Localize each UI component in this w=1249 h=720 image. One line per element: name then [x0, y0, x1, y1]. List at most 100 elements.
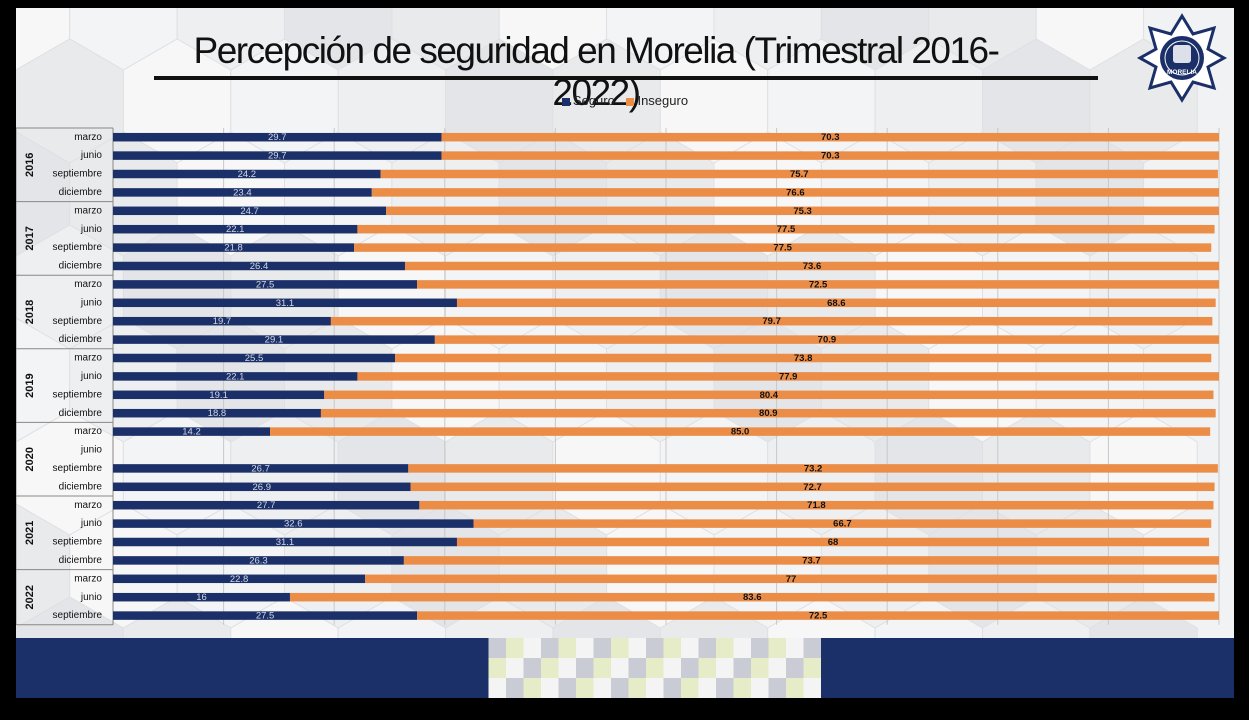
- legend: Seguro Inseguro: [16, 93, 1234, 108]
- data-label-inseguro: 79.7: [762, 316, 781, 327]
- year-label: 2016: [24, 153, 36, 177]
- data-label-seguro: 24.7: [240, 206, 259, 217]
- footer-tile: [523, 658, 541, 678]
- footer-tile: [261, 658, 279, 678]
- footer-tile: [278, 658, 296, 678]
- footer-tile: [558, 678, 576, 698]
- footer-tile: [663, 658, 681, 678]
- bar-inseguro: [365, 574, 1217, 584]
- footer-tile: [1031, 658, 1049, 678]
- data-label-seguro: 26.3: [249, 555, 268, 566]
- footer-tile: [471, 638, 489, 658]
- bar-seguro: [113, 611, 418, 620]
- category-label: septiembre: [53, 537, 103, 548]
- footer-tile: [1101, 678, 1119, 698]
- footer-tile: [523, 638, 541, 658]
- bar-seguro: [113, 224, 358, 234]
- bar-inseguro: [324, 390, 1214, 400]
- data-label-inseguro: 72.7: [803, 482, 822, 493]
- year-label: 2022: [24, 585, 36, 609]
- footer-tile: [1048, 658, 1066, 678]
- year-label: 2021: [24, 521, 36, 545]
- footer-tile: [873, 678, 891, 698]
- logo-text: MORELIA: [1167, 69, 1197, 76]
- footer-tile: [208, 638, 226, 658]
- category-label: junio: [80, 592, 103, 603]
- footer-tile: [803, 678, 821, 698]
- footer-tile: [1171, 658, 1189, 678]
- footer-tile: [698, 658, 716, 678]
- footer-tile: [173, 678, 191, 698]
- footer-tile: [1136, 658, 1154, 678]
- data-label-seguro: 27.5: [256, 279, 275, 290]
- footer-tile: [1083, 678, 1101, 698]
- footer-tile: [278, 678, 296, 698]
- footer-tile: [383, 678, 401, 698]
- footer-tile: [908, 658, 926, 678]
- bar-seguro: [113, 298, 457, 308]
- data-label-inseguro: 77.5: [773, 243, 792, 254]
- footer-tile: [138, 678, 156, 698]
- footer-tile: [541, 678, 559, 698]
- footer-tile: [453, 638, 471, 658]
- footer-tile: [733, 638, 751, 658]
- checkered-footer-pattern: [16, 638, 1234, 698]
- data-label-inseguro: 66.7: [833, 519, 852, 530]
- footer-tile: [1223, 658, 1234, 678]
- bar-inseguro: [417, 280, 1219, 289]
- footer-tile: [401, 678, 419, 698]
- footer-tile: [891, 658, 909, 678]
- category-label: septiembre: [53, 610, 103, 621]
- data-label-inseguro: 68.6: [827, 298, 846, 309]
- footer-tile: [16, 678, 34, 698]
- footer-tile: [1188, 638, 1206, 658]
- footer-tile: [86, 638, 104, 658]
- footer-tile: [243, 678, 261, 698]
- footer-tile: [1153, 638, 1171, 658]
- footer-tile: [628, 678, 646, 698]
- category-label: septiembre: [53, 316, 103, 327]
- footer-tile: [1153, 658, 1171, 678]
- data-label-seguro: 18.8: [208, 408, 227, 419]
- bar-seguro: [113, 390, 325, 400]
- footer-tile: [628, 658, 646, 678]
- bar-seguro: [113, 169, 381, 179]
- footer-tile: [68, 678, 86, 698]
- footer-tile: [313, 658, 331, 678]
- footer-tile: [156, 638, 174, 658]
- data-label-inseguro: 73.6: [803, 261, 822, 272]
- bar-inseguro: [330, 316, 1213, 326]
- data-label-inseguro: 71.8: [807, 500, 826, 511]
- footer-tile: [838, 638, 856, 658]
- footer-tile: [663, 638, 681, 658]
- bar-seguro: [113, 335, 435, 344]
- bar-seguro: [113, 519, 474, 528]
- bar-inseguro: [289, 592, 1215, 602]
- police-badge-logo: MORELIA: [1136, 13, 1228, 103]
- category-label: junio: [80, 224, 103, 235]
- legend-swatch-inseguro: [626, 97, 635, 106]
- data-label-seguro: 26.4: [250, 261, 269, 272]
- data-label-seguro: 29.7: [268, 151, 287, 162]
- footer-tile: [768, 658, 786, 678]
- footer-tile: [436, 658, 454, 678]
- footer-tile: [786, 658, 804, 678]
- footer-tile: [821, 678, 839, 698]
- footer-tile: [1118, 658, 1136, 678]
- footer-tile: [86, 678, 104, 698]
- footer-tile: [156, 678, 174, 698]
- footer-tile: [1223, 638, 1234, 658]
- bar-inseguro: [380, 169, 1218, 179]
- footer-tile: [961, 638, 979, 658]
- category-label: junio: [80, 150, 103, 161]
- bar-seguro: [113, 556, 404, 565]
- data-label-inseguro: 83.6: [743, 592, 762, 603]
- footer-tile: [926, 658, 944, 678]
- footer-tile: [1031, 638, 1049, 658]
- footer-tile: [506, 658, 524, 678]
- footer-tile: [1118, 638, 1136, 658]
- footer-tile: [488, 658, 506, 678]
- footer-tile: [51, 658, 69, 678]
- footer-tile: [681, 678, 699, 698]
- footer-tile: [891, 638, 909, 658]
